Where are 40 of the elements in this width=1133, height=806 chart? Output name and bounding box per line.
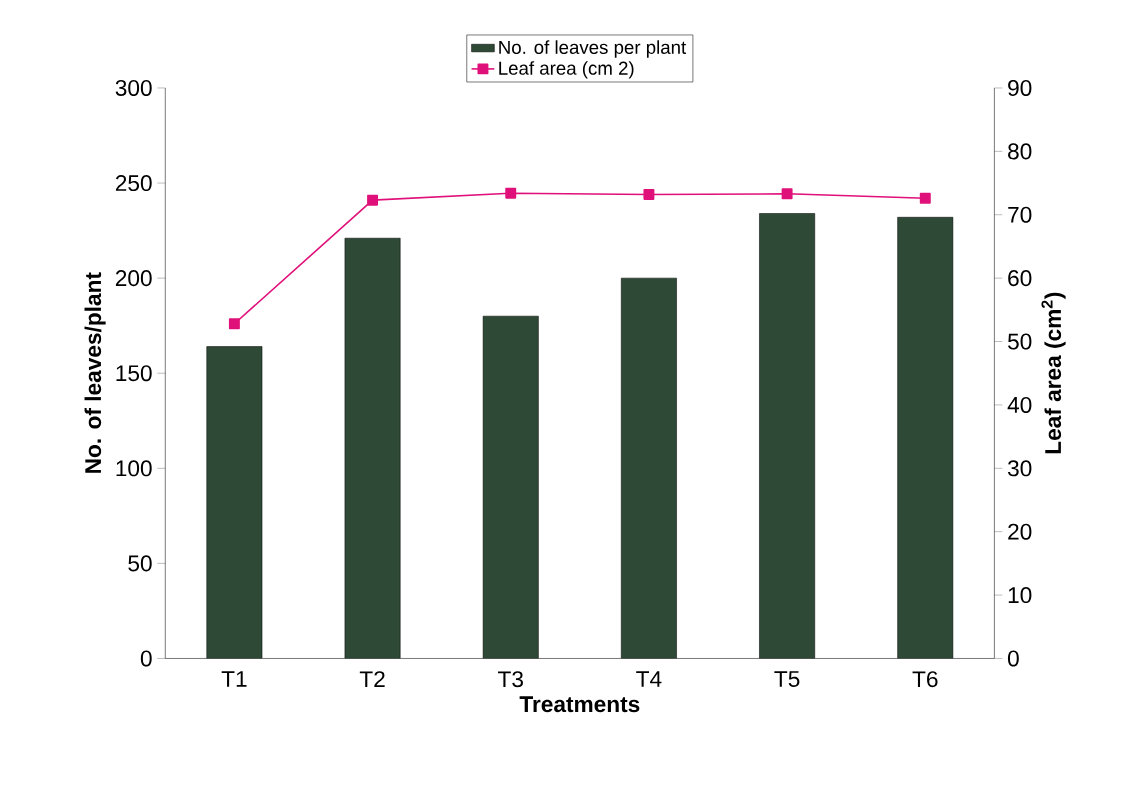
y2-tick-label: 60 [1008,269,1032,286]
y2-tick-label: 70 [1008,206,1032,223]
x-axis-title: Treatments [519,696,640,712]
y2-tick-label: 0 [1007,650,1019,667]
bar [482,315,539,659]
y2-tick-label: 90 [1008,79,1032,96]
point [228,318,240,330]
point [505,187,517,199]
bar [759,213,816,659]
y-tick-label: 0 [140,650,152,667]
x-tick-label: T5 [774,670,800,687]
y-tick-label: 300 [115,79,152,96]
x-tick-label: T2 [359,670,385,687]
y2-axis-title: Leaf area (cm$^{2}$) [1041,292,1066,454]
bar [621,277,677,659]
y-tick-label: 200 [115,269,152,286]
x-tick-label: T6 [912,670,938,688]
y-tick-label: 250 [115,174,152,191]
point [367,194,379,206]
bar [206,346,263,659]
point [919,192,931,204]
y2-tick-label: 10 [1008,586,1032,603]
y-tick-label: 50 [128,555,152,572]
x-tick-label: T3 [498,670,523,688]
x-tick-label: T1 [221,670,247,687]
y-axis-title: No. of leaves/plant [84,272,106,473]
bar [344,237,401,659]
y-tick-label: 150 [116,364,152,382]
y2-tick-label: 80 [1008,143,1032,160]
y2-tick-label: 40 [1007,396,1032,413]
legend-label: Leaf area (cm 2) [499,60,634,79]
y2-tick-label: 30 [1007,460,1032,477]
x-tick-label: T4 [636,670,662,687]
y2-tick-label: 20 [1008,523,1032,540]
y-tick-label: 100 [116,460,152,477]
point [643,188,655,200]
point [781,188,793,200]
legend-label: No. of leaves per plant [499,40,687,58]
bar [897,216,954,659]
y2-tick-label: 50 [1007,333,1032,350]
